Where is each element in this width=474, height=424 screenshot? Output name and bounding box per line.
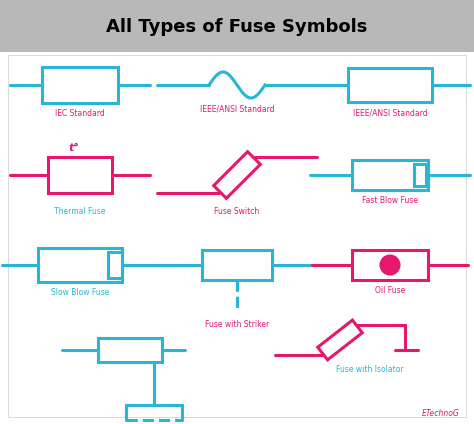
Text: t°: t° xyxy=(69,143,80,153)
Text: Fuse Switch: Fuse Switch xyxy=(214,207,260,216)
Text: All Types of Fuse Symbols: All Types of Fuse Symbols xyxy=(106,18,368,36)
Bar xyxy=(0,0,474,52)
Text: IEEE/ANSI Standard: IEEE/ANSI Standard xyxy=(353,108,428,117)
Bar xyxy=(414,164,426,186)
Bar xyxy=(48,157,112,193)
Bar xyxy=(38,248,122,282)
Polygon shape xyxy=(214,152,260,198)
Bar xyxy=(348,68,432,102)
Text: IEC Standard: IEC Standard xyxy=(55,109,105,118)
Text: ETechnoG: ETechnoG xyxy=(422,409,460,418)
Bar xyxy=(8,55,466,417)
Text: Fuse with Isolator: Fuse with Isolator xyxy=(336,365,404,374)
Circle shape xyxy=(381,256,399,274)
Polygon shape xyxy=(318,320,362,360)
Bar xyxy=(352,250,428,280)
Bar xyxy=(42,67,118,103)
Bar xyxy=(202,250,272,280)
Text: Fast Blow Fuse: Fast Blow Fuse xyxy=(362,196,418,205)
Text: IEEE/ANSI Standard: IEEE/ANSI Standard xyxy=(200,105,274,114)
Text: Thermal Fuse: Thermal Fuse xyxy=(54,207,106,216)
Text: Fuse with Striker: Fuse with Striker xyxy=(205,320,269,329)
Bar xyxy=(108,252,122,278)
Text: Oil Fuse: Oil Fuse xyxy=(375,286,405,295)
Bar xyxy=(98,338,162,362)
Text: Slow Blow Fuse: Slow Blow Fuse xyxy=(51,288,109,297)
Bar xyxy=(352,160,428,190)
